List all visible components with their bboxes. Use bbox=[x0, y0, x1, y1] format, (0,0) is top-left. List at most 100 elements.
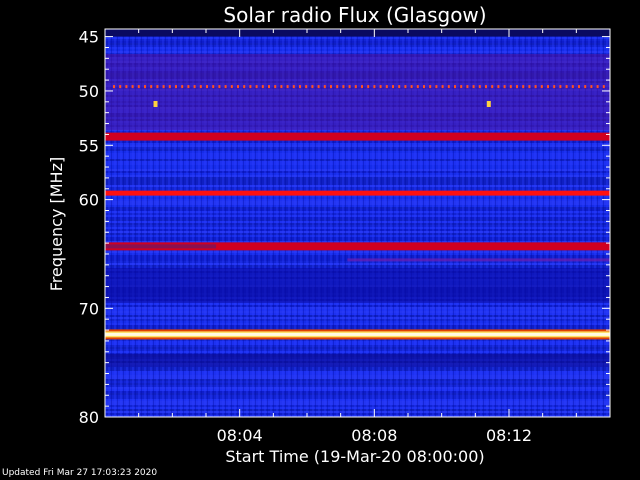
chart-title: Solar radio Flux (Glasgow) bbox=[223, 3, 486, 27]
emission-dot bbox=[534, 85, 537, 89]
y-tick-label: 60 bbox=[79, 191, 99, 210]
x-axis: 08:04 08:08 08:12 bbox=[138, 29, 577, 445]
emission-dot bbox=[522, 85, 525, 89]
emission-dot bbox=[602, 85, 605, 89]
emission-dot bbox=[168, 85, 171, 89]
emission-dot bbox=[299, 85, 301, 89]
emission-dot bbox=[175, 85, 177, 89]
emission-band bbox=[105, 242, 610, 251]
emission-dot bbox=[305, 85, 308, 89]
emission-dot bbox=[435, 85, 438, 89]
emission-dot bbox=[565, 85, 568, 89]
emission-dot bbox=[243, 85, 246, 89]
emission-dot bbox=[454, 85, 456, 89]
y-tick-label: 55 bbox=[79, 136, 99, 155]
emission-dot bbox=[590, 85, 593, 89]
y-axis: 45 50 55 60 70 80 bbox=[79, 28, 610, 427]
spectrogram-chart: Solar radio Flux (Glasgow) 455055607080 … bbox=[47, 3, 611, 466]
emission-dot bbox=[584, 85, 587, 89]
plot-frame bbox=[104, 28, 611, 418]
emission-dot bbox=[460, 85, 463, 89]
y-tick-label: 70 bbox=[79, 299, 99, 318]
emission-dot bbox=[373, 85, 376, 89]
burst-marker bbox=[486, 100, 491, 107]
emission-dot bbox=[131, 85, 134, 89]
emission-dot bbox=[472, 85, 475, 89]
emission-dot bbox=[596, 85, 599, 89]
emission-dot bbox=[193, 85, 196, 89]
emission-dot bbox=[336, 85, 339, 89]
emission-band bbox=[105, 332, 610, 336]
emission-dot bbox=[571, 85, 574, 89]
emission-dot bbox=[559, 85, 562, 89]
emission-dot bbox=[385, 85, 388, 89]
emission-dot bbox=[379, 85, 382, 89]
emission-dot bbox=[423, 85, 425, 89]
emission-dot bbox=[249, 85, 252, 89]
emission-dot bbox=[361, 85, 363, 89]
emission-dot bbox=[181, 85, 184, 89]
emission-dot bbox=[144, 85, 146, 89]
emission-dot bbox=[447, 85, 450, 89]
emission-dot bbox=[348, 85, 351, 89]
emission-dot bbox=[237, 85, 239, 89]
emission-dot bbox=[503, 85, 506, 89]
emission-dot bbox=[212, 85, 215, 89]
emission-dot bbox=[286, 85, 289, 89]
emission-dot bbox=[342, 85, 345, 89]
emission-dot bbox=[162, 85, 165, 89]
emission-dot bbox=[261, 85, 264, 89]
emission-dot bbox=[187, 85, 190, 89]
plot-area bbox=[104, 28, 611, 418]
emission-dot bbox=[509, 85, 512, 89]
emission-dot bbox=[206, 85, 208, 89]
upper-purple-region bbox=[105, 53, 610, 131]
emission-dot bbox=[150, 85, 153, 89]
emission-dot bbox=[268, 85, 270, 89]
emission-band bbox=[105, 190, 610, 196]
y-tick-label: 80 bbox=[79, 408, 99, 427]
emission-dot bbox=[113, 85, 115, 89]
emission-dot bbox=[410, 85, 413, 89]
emission-dot bbox=[224, 85, 227, 89]
dark-band bbox=[105, 268, 610, 303]
emission-dot bbox=[317, 85, 320, 89]
x-tick-label: 08:08 bbox=[351, 426, 397, 445]
secondary-band bbox=[347, 258, 610, 262]
emission-dot bbox=[137, 85, 140, 89]
emission-dot bbox=[274, 85, 277, 89]
emission-dot bbox=[516, 85, 518, 89]
emission-dot bbox=[255, 85, 258, 89]
emission-dot bbox=[125, 85, 128, 89]
emission-dot bbox=[392, 85, 394, 89]
emission-band bbox=[105, 132, 610, 141]
burst-marker bbox=[153, 100, 158, 107]
dark-band bbox=[105, 353, 610, 368]
emission-dot bbox=[416, 85, 419, 89]
emission-dot bbox=[311, 85, 314, 89]
x-tick-label: 08:12 bbox=[486, 426, 532, 445]
y-tick-label: 50 bbox=[79, 82, 99, 101]
emission-dot bbox=[528, 85, 531, 89]
emission-dot bbox=[199, 85, 202, 89]
x-axis-label: Start Time (19-Mar-20 08:00:00) bbox=[225, 447, 484, 466]
updated-timestamp: Updated Fri Mar 27 17:03:23 2020 bbox=[2, 468, 158, 478]
emission-dot bbox=[398, 85, 401, 89]
emission-dot bbox=[478, 85, 481, 89]
emission-dot bbox=[230, 85, 233, 89]
emission-dot bbox=[156, 85, 159, 89]
x-tick-label: 08:04 bbox=[217, 426, 263, 445]
emission-dot bbox=[497, 85, 500, 89]
emission-dot bbox=[578, 85, 580, 89]
emission-dot bbox=[485, 85, 487, 89]
emission-dot bbox=[404, 85, 407, 89]
emission-dot bbox=[367, 85, 370, 89]
emission-dot bbox=[466, 85, 469, 89]
noise-overlay bbox=[105, 29, 610, 417]
emission-dot bbox=[119, 85, 122, 89]
emission-band-left bbox=[105, 244, 217, 249]
emission-dot bbox=[547, 85, 549, 89]
top-dark-strip bbox=[105, 29, 610, 37]
emission-dot bbox=[292, 85, 295, 89]
emission-dot bbox=[540, 85, 543, 89]
